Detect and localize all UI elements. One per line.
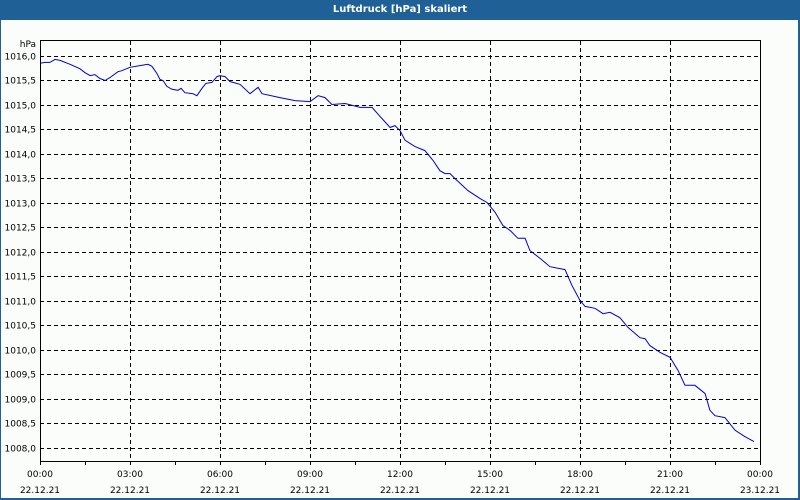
plot-frame	[40, 40, 761, 462]
x-tick-time-label: 00:00	[27, 470, 53, 480]
y-axis-unit-label: hPa	[20, 40, 36, 50]
y-tick-label: 1013,0	[5, 200, 37, 210]
x-tick-time-label: 03:00	[117, 470, 143, 480]
x-tick-date-label: 22.12.21	[200, 486, 240, 496]
y-tick-label: 1009,5	[5, 371, 37, 381]
chart-panel	[1, 20, 798, 498]
y-tick-label: 1016,0	[5, 53, 37, 63]
y-tick-label: 1009,0	[5, 396, 37, 406]
y-tick-label: 1010,0	[5, 347, 37, 357]
x-tick-date-label: 22.12.21	[290, 486, 330, 496]
x-tick-date-label: 23.12.21	[740, 486, 780, 496]
x-tick-time-label: 18:00	[567, 470, 593, 480]
y-tick-label: 1012,5	[5, 224, 37, 234]
y-tick-label: 1015,5	[5, 77, 37, 87]
x-tick-date-label: 22.12.21	[560, 486, 600, 496]
x-tick-date-label: 22.12.21	[20, 486, 60, 496]
x-tick-time-label: 12:00	[387, 470, 413, 480]
x-tick-time-label: 06:00	[207, 470, 233, 480]
x-tick-date-label: 22.12.21	[470, 486, 510, 496]
x-tick-date-label: 22.12.21	[380, 486, 420, 496]
x-tick-time-label: 21:00	[657, 470, 683, 480]
x-tick-time-label: 00:00	[747, 470, 773, 480]
x-tick-date-label: 22.12.21	[650, 486, 690, 496]
y-tick-label: 1013,5	[5, 175, 37, 185]
y-tick-label: 1015,0	[5, 102, 37, 112]
grid-lines	[40, 41, 760, 461]
x-tick-time-label: 09:00	[297, 470, 323, 480]
y-tick-label: 1008,5	[5, 420, 37, 430]
chart-title-bar: Luftdruck [hPa] skaliert	[0, 0, 800, 20]
y-axis-ticks: 1016,0 1015,5 1015,0 1014,5 1014,0 1013,5 1013…	[5, 53, 37, 455]
x-tick-date-label: 22.12.21	[110, 486, 150, 496]
x-axis-ticks: 00:00 22.12.21 03:00 22.12.21 06:00 22.12.21 0…	[20, 461, 780, 496]
y-tick-label: 1014,0	[5, 151, 37, 161]
chart-title: Luftdruck [hPa] skaliert	[332, 4, 468, 15]
y-tick-label: 1012,0	[5, 249, 37, 259]
y-tick-label: 1014,5	[5, 126, 37, 136]
y-tick-label: 1011,5	[5, 273, 37, 283]
y-tick-label: 1011,0	[5, 298, 37, 308]
x-tick-time-label: 15:00	[477, 470, 503, 480]
y-tick-label: 1010,5	[5, 322, 37, 332]
y-tick-label: 1008,0	[5, 445, 37, 455]
pressure-line	[39, 58, 755, 443]
